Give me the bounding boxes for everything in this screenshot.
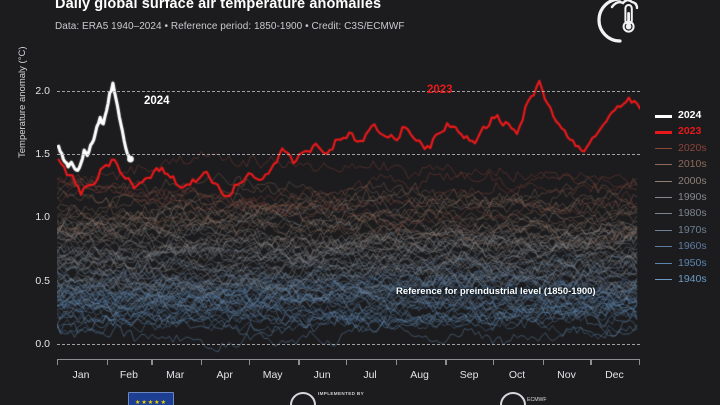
chart-plot-area: Temperature anomaly (°C) 0.0 0.5 1.0 1.5 2.0… [17, 46, 640, 381]
x-tick-mark [493, 359, 495, 365]
eu-flag-logo: ★★★★★ [128, 392, 174, 405]
x-tick-mark [57, 359, 59, 365]
ecmwf-label: ECMWF [527, 397, 547, 403]
eu-stars: ★★★★★ [135, 400, 167, 405]
x-axis-month-label: Mar [166, 369, 185, 381]
annotation-reference-line: Reference for preindustrial level (1850-… [396, 286, 596, 297]
legend-swatch-icon [655, 213, 672, 215]
copernicus-circle-logo [290, 392, 316, 405]
legend-label: 1990s [678, 190, 707, 203]
x-tick-mark [298, 359, 300, 365]
subtitle-credit: Data: ERA5 1940–2024 • Reference period:… [55, 21, 405, 32]
legend-swatch-icon [655, 115, 672, 118]
x-tick-mark [542, 359, 544, 365]
legend-label: 1960s [678, 240, 707, 253]
legend-label: 2010s [678, 158, 707, 171]
legend-swatch-icon [655, 147, 672, 149]
c3s-copernicus-thermometer-logo [590, 0, 646, 46]
annotation-2024: 2024 [144, 95, 170, 107]
x-axis-month-label: Jan [72, 369, 90, 381]
x-axis-month-label: Apr [216, 369, 233, 381]
legend-label: 1940s [678, 272, 707, 285]
legend-swatch-icon [655, 278, 672, 280]
legend-label: 2024 [678, 109, 702, 121]
legend-label: 1950s [678, 256, 707, 269]
x-axis-month-label: Oct [508, 369, 526, 381]
legend-label: 2020s [678, 141, 707, 154]
x-tick-mark [395, 359, 397, 365]
y-tick-label: 2.0 [35, 84, 50, 97]
x-axis-month-label: Jul [363, 369, 377, 381]
legend-swatch-icon [655, 229, 672, 231]
y-tick-label: 1.5 [35, 148, 50, 161]
x-axis-month-label: May [262, 369, 283, 381]
legend-label: 1980s [678, 207, 707, 220]
x-tick-mark [590, 359, 592, 365]
implemented-by-label: IMPLEMENTED BY [318, 391, 364, 396]
legend-swatch-icon [655, 196, 672, 198]
y-tick-label: 0.0 [35, 337, 50, 350]
x-tick-mark [445, 359, 447, 365]
x-axis-month-label: Dec [605, 369, 624, 381]
legend-label: 2023 [678, 125, 702, 138]
x-axis-month-label: Feb [119, 369, 138, 381]
x-tick-mark [248, 359, 251, 365]
x-tick-mark [346, 359, 348, 365]
x-axis-month-label: Nov [557, 369, 576, 381]
x-axis-month-label: Jun [313, 369, 331, 381]
gridline [57, 154, 640, 156]
legend-swatch-icon [655, 246, 672, 248]
temperature-anomaly-lines [57, 68, 640, 359]
legend-swatch-icon [655, 131, 672, 135]
x-axis-line [57, 359, 640, 361]
ecmwf-circle-logo [500, 392, 526, 405]
x-tick-mark [200, 359, 203, 365]
legend-swatch-icon [655, 164, 672, 166]
legend-swatch-icon [655, 262, 672, 264]
legend-label: 1970s [678, 223, 707, 236]
x-axis-month-label: Sep [459, 369, 479, 381]
x-tick-mark [638, 359, 640, 365]
legend-label: 2000s [678, 174, 707, 187]
gridline [57, 343, 640, 345]
legend-swatch-icon [655, 180, 672, 182]
y-axis-title: Temperature anomaly (°C) [17, 46, 28, 158]
page-title: Daily global surface air temperature ano… [55, 0, 382, 12]
y-tick-label: 0.5 [35, 274, 50, 287]
x-tick-mark [106, 359, 108, 365]
annotation-2023: 2023 [427, 84, 453, 96]
gridline [57, 90, 640, 92]
y-tick-label: 1.0 [35, 211, 50, 224]
x-axis-month-label: Aug [410, 369, 429, 381]
footer-logos: ★★★★★ IMPLEMENTED BY ECMWF [0, 388, 720, 405]
x-tick-mark [151, 359, 153, 365]
